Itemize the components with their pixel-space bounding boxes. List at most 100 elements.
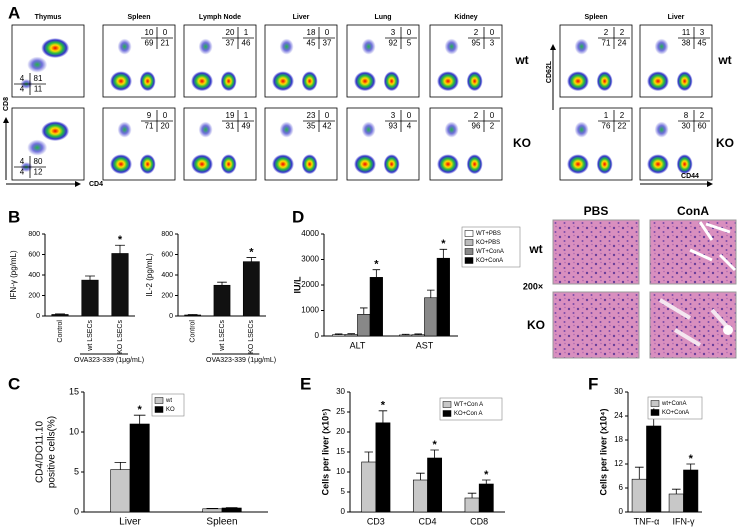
legend-swatch xyxy=(442,401,452,408)
cell-population xyxy=(567,154,589,175)
error-bar xyxy=(430,449,439,458)
y-tick-label: 2000 xyxy=(301,280,319,289)
significance-mark: * xyxy=(118,234,123,246)
quadrant-value: 95 xyxy=(472,39,481,48)
quadrant-value: 0 xyxy=(407,111,412,120)
quadrant-value: 81 xyxy=(34,74,43,83)
y-tick-label: 800 xyxy=(28,231,40,238)
error-bar xyxy=(133,414,146,424)
legend-swatch xyxy=(464,257,474,264)
y-tick-label: 15 xyxy=(69,386,79,396)
row-label: KO xyxy=(716,136,734,150)
significance-mark: * xyxy=(374,259,379,271)
cell-population xyxy=(198,38,213,55)
y-tick-label: 18 xyxy=(614,435,623,444)
quadrant-value: 80 xyxy=(34,157,43,166)
quadrant-value: 4 xyxy=(20,74,25,83)
quadrant-value: 20 xyxy=(161,122,170,131)
error-bar xyxy=(378,410,388,423)
cell-population xyxy=(27,56,48,73)
cell-population xyxy=(27,139,48,156)
significance-mark: * xyxy=(652,407,657,419)
quadrant-value: 2 xyxy=(700,111,705,120)
bar xyxy=(221,507,242,513)
quadrant-value: 8 xyxy=(684,111,689,120)
quadrant-value: 24 xyxy=(618,39,627,48)
row-label: wt xyxy=(514,53,528,67)
cell-population xyxy=(41,38,70,59)
histology-row: KO xyxy=(527,318,545,332)
cell-population xyxy=(654,38,669,55)
quadrant-value: 96 xyxy=(472,122,481,131)
quadrant-value: 22 xyxy=(618,122,627,131)
quadrant-value: 37 xyxy=(226,39,235,48)
y-tick-label: 0 xyxy=(169,313,173,320)
legend-swatch xyxy=(650,409,660,416)
panel-label: C xyxy=(8,374,20,393)
quadrant-value: 45 xyxy=(698,39,707,48)
error-bar xyxy=(246,257,257,262)
y-tick-label: 15 xyxy=(336,447,345,456)
cell-population xyxy=(198,121,213,138)
error-bar xyxy=(414,333,422,335)
cell-population xyxy=(596,71,613,92)
tissue-header: Liver xyxy=(293,14,310,21)
cell-population xyxy=(647,154,669,175)
tissue-vessel xyxy=(723,325,733,335)
quadrant-value: 49 xyxy=(242,122,251,131)
legend-label: KO xyxy=(166,407,175,413)
y-axis-label: Cells per liver (x10⁵) xyxy=(320,409,330,496)
y-tick-label: 20 xyxy=(336,427,345,436)
panel-label: E xyxy=(300,374,311,393)
bar xyxy=(344,334,358,337)
quadrant-value: 0 xyxy=(490,111,495,120)
cell-population xyxy=(647,71,669,92)
quadrant-value: 10 xyxy=(145,28,154,37)
bar xyxy=(110,469,131,513)
tissue-header: Thymus xyxy=(35,14,62,21)
cell-population xyxy=(220,154,237,175)
significance-mark: * xyxy=(484,469,489,481)
tissue-header: Lymph Node xyxy=(199,14,241,21)
quadrant-value: 69 xyxy=(145,39,154,48)
cell-population xyxy=(437,154,459,175)
error-bar xyxy=(467,492,477,498)
x-tick-label: AST xyxy=(416,340,434,350)
bar xyxy=(683,469,699,513)
y-axis-label: positive cells(%) xyxy=(47,416,58,488)
y-tick-label: 0 xyxy=(315,331,320,340)
x-tick-label: wt LSECs xyxy=(219,320,226,352)
cell-population xyxy=(676,71,693,92)
bar xyxy=(357,314,371,337)
legend-swatch xyxy=(154,397,164,404)
y-tick-label: 5 xyxy=(341,487,346,496)
error-bar xyxy=(439,248,448,259)
quadrant-value: 2 xyxy=(474,111,479,120)
error-bar xyxy=(115,244,125,254)
significance-mark: * xyxy=(138,404,143,416)
cell-population xyxy=(272,154,294,175)
group-label: OVA323-339 (1μg/mL) xyxy=(206,357,276,364)
quadrant-value: 71 xyxy=(145,122,154,131)
y-tick-label: 4000 xyxy=(301,229,319,238)
cell-population xyxy=(437,71,459,92)
y-axis-label: IL-2 (pg/mL) xyxy=(145,253,154,297)
x-tick-label: CD3 xyxy=(367,516,385,526)
error-bar xyxy=(427,289,435,298)
significance-mark: * xyxy=(249,246,254,258)
error-bar xyxy=(364,451,373,462)
quadrant-value: 42 xyxy=(323,122,332,131)
quadrant-value: 5 xyxy=(407,39,412,48)
tissue-header: Kidney xyxy=(454,14,477,21)
quadrant-value: 4 xyxy=(20,168,25,177)
legend-label: WT+ConA xyxy=(476,249,504,255)
tissue-header: Liver xyxy=(668,14,685,21)
error-bar xyxy=(187,314,198,315)
x-tick-label: IFN-γ xyxy=(673,516,695,526)
legend-label: KO+Con A xyxy=(454,411,483,417)
quadrant-value: 20 xyxy=(226,28,235,37)
bar xyxy=(646,425,662,513)
bar xyxy=(202,508,223,513)
x-tick-label: CD4 xyxy=(418,516,436,526)
quadrant-value: 11 xyxy=(682,28,691,37)
